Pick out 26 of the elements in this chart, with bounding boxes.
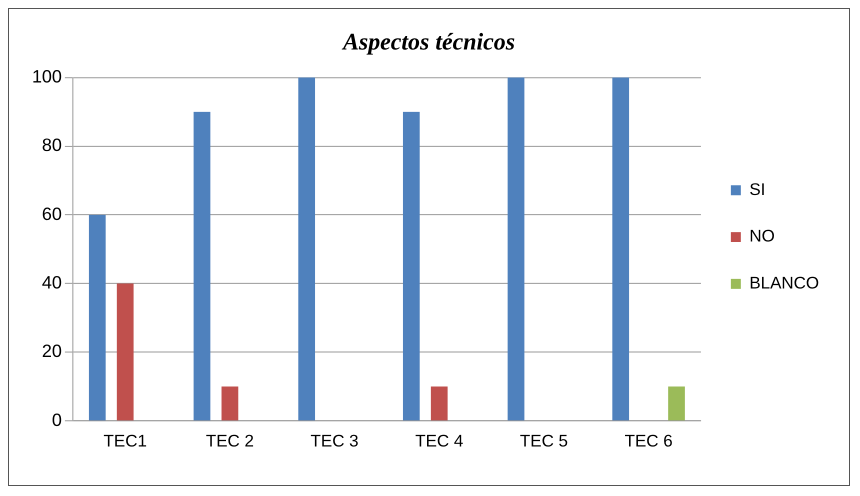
- y-tick-label: 40: [42, 272, 62, 292]
- legend-label: SI: [749, 180, 766, 199]
- y-tick-label: 100: [32, 66, 62, 86]
- y-tick-label: 60: [42, 204, 62, 224]
- x-tick-label: TEC 6: [624, 432, 673, 451]
- y-tick-label: 0: [52, 410, 62, 430]
- bar: [88, 214, 106, 420]
- bar: [612, 78, 630, 420]
- bar: [298, 78, 316, 420]
- bar: [668, 386, 685, 420]
- y-tick-label: 20: [42, 341, 62, 362]
- bar: [194, 112, 210, 420]
- x-tick-label: TEC 2: [206, 432, 254, 451]
- bar: [508, 78, 524, 420]
- chart-title: Aspectos técnicos: [340, 29, 516, 56]
- legend-label: NO: [749, 226, 775, 246]
- x-tick-label: TEC 5: [520, 432, 568, 451]
- bar: [116, 284, 134, 420]
- legend-label: BLANCO: [749, 274, 820, 293]
- bar: [402, 112, 420, 420]
- x-tick-label: TEC 3: [310, 432, 359, 451]
- bar: [430, 386, 448, 420]
- y-tick-label: 80: [42, 135, 62, 156]
- bar: [222, 386, 238, 420]
- x-tick-label: TEC1: [104, 432, 147, 451]
- x-tick-label: TEC 4: [415, 432, 464, 451]
